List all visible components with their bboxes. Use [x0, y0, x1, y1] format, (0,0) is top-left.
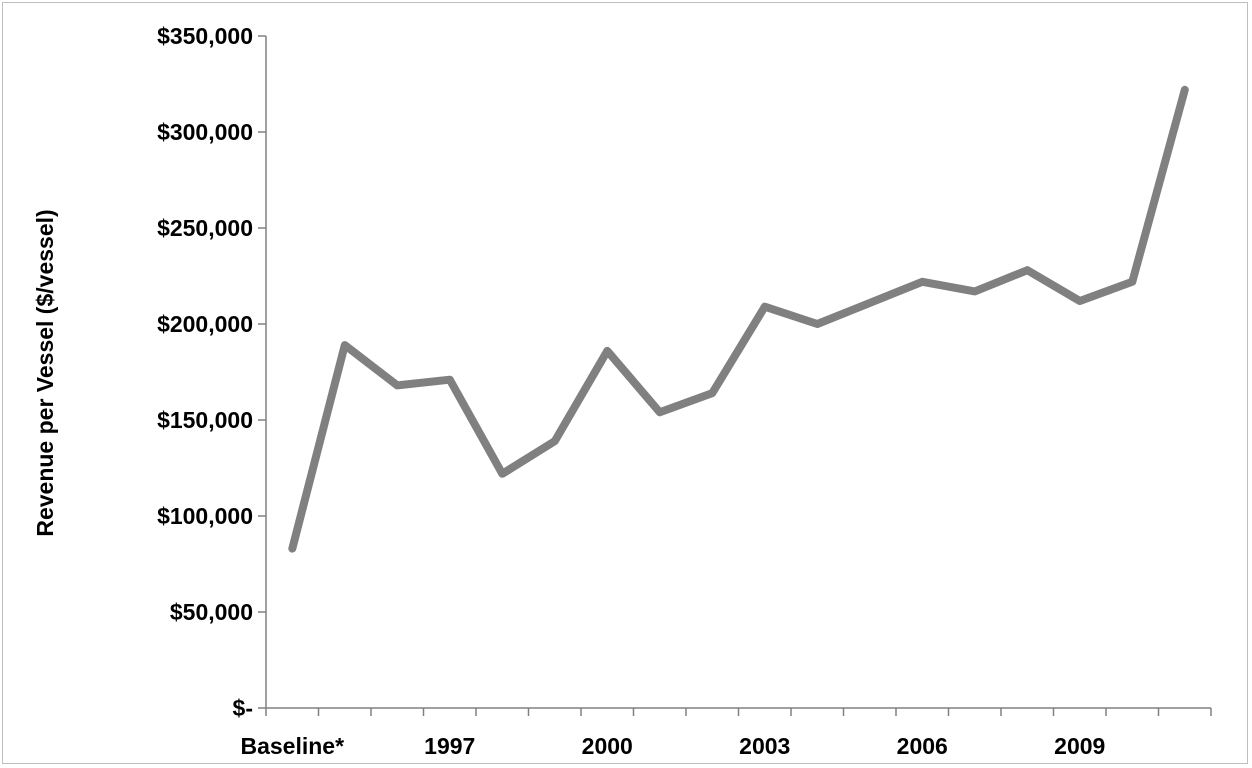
x-tick-label: 2009 [1054, 733, 1105, 759]
y-tick-label: $350,000 [157, 23, 253, 49]
x-tick-label: Baseline* [240, 733, 344, 759]
x-axis: Baseline* 1997 2000 2003 2006 2009 [240, 707, 1212, 759]
y-tick-label: $300,000 [157, 119, 253, 145]
x-tick-label: 1997 [424, 733, 475, 759]
y-tick-label: $50,000 [170, 599, 253, 625]
series-group [288, 85, 1189, 553]
x-tick-label: 2000 [582, 733, 633, 759]
series-line [288, 85, 1189, 553]
y-axis: $- $50,000 $100,000 $150,000 $200,000 $250,00… [157, 23, 267, 721]
y-axis-label: Revenue per Vessel ($/vessel) [32, 209, 58, 536]
x-tick-label: 2003 [739, 733, 790, 759]
y-tick-label: $100,000 [157, 503, 253, 529]
y-tick-label: $250,000 [157, 215, 253, 241]
y-tick-label: $150,000 [157, 407, 253, 433]
y-tick-label: $- [233, 695, 253, 721]
x-tick-label: 2006 [897, 733, 948, 759]
y-tick-label: $200,000 [157, 311, 253, 337]
